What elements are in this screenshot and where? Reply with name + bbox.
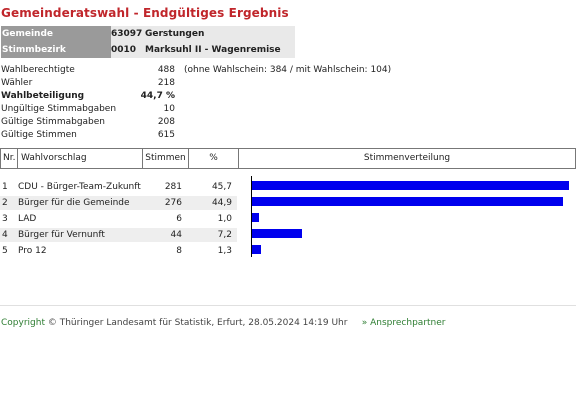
row-prozent: 7,2 xyxy=(217,230,232,240)
footer-divider xyxy=(0,305,576,306)
stimmenverteilung-chart xyxy=(251,176,574,257)
chart-bar xyxy=(252,197,563,206)
stimmbezirk-label: Stimmbezirk xyxy=(1,42,112,58)
stat-value: 488 xyxy=(157,65,175,75)
row-nr: 3 xyxy=(2,214,8,224)
results-table-header: Nr. Wahlvorschlag Stimmen % Stimmenverte… xyxy=(0,148,576,169)
stimmbezirk-value: 0010 Marksuhl II - Wagenremise xyxy=(111,42,295,58)
row-nr: 2 xyxy=(2,198,8,208)
stimmbezirk-code: 0010 xyxy=(111,45,137,55)
stat-wahlberechtigte: Wahlberechtigte 488 (ohne Wahlschein: 38… xyxy=(1,64,401,76)
gemeinde-value: 63097 Gerstungen xyxy=(111,26,295,42)
row-prozent: 45,7 xyxy=(211,182,232,192)
row-stimmen: 44 xyxy=(170,230,182,240)
stat-gueltige-stimmabgaben: Gültige Stimmabgaben 208 xyxy=(1,116,401,128)
stat-label: Wähler xyxy=(1,78,33,88)
row-nr: 1 xyxy=(2,182,8,192)
row-stimmen: 276 xyxy=(164,198,182,208)
column-header-stimmenverteilung: Stimmenverteilung xyxy=(363,153,451,163)
table-row: 3 LAD 6 1,0 xyxy=(0,212,237,226)
stat-ungueltige-stimmabgaben: Ungültige Stimmabgaben 10 xyxy=(1,103,401,115)
stat-value: 208 xyxy=(157,117,175,127)
column-header-nr: Nr. xyxy=(1,149,18,168)
copyright-text: © Thüringer Landesamt für Statistik, Erf… xyxy=(47,318,348,328)
stat-waehler: Wähler 218 xyxy=(1,77,401,89)
row-name: Pro 12 xyxy=(18,246,47,256)
table-row: 2 Bürger für die Gemeinde 276 44,9 xyxy=(0,196,237,210)
stat-value: 218 xyxy=(157,78,175,88)
stat-value: 10 xyxy=(163,104,175,114)
stat-value: 44,7 % xyxy=(140,91,175,101)
row-name: Bürger für die Gemeinde xyxy=(18,198,130,208)
stat-label: Wahlbeteiligung xyxy=(1,91,85,101)
table-row: 1 CDU - Bürger-Team-Zukunft 281 45,7 xyxy=(0,180,237,194)
stat-label: Ungültige Stimmabgaben xyxy=(1,104,117,114)
stat-label: Gültige Stimmen xyxy=(1,130,77,140)
row-prozent: 44,9 xyxy=(211,198,232,208)
stimmbezirk-row: Stimmbezirk 0010 Marksuhl II - Wagenremi… xyxy=(1,42,295,58)
stat-value: 615 xyxy=(157,130,175,140)
stat-label: Wahlberechtigte xyxy=(1,65,75,75)
column-header-stimmen: Stimmen xyxy=(143,149,189,168)
stat-wahlbeteiligung: Wahlbeteiligung 44,7 % xyxy=(1,90,401,102)
chart-bar xyxy=(252,229,302,238)
row-stimmen: 281 xyxy=(164,182,182,192)
ansprechpartner-link[interactable]: » Ansprechpartner xyxy=(361,318,446,328)
stat-note: (ohne Wahlschein: 384 / mit Wahlschein: … xyxy=(184,65,392,75)
chart-bar xyxy=(252,213,259,222)
stat-label: Gültige Stimmabgaben xyxy=(1,117,106,127)
row-stimmen: 6 xyxy=(176,214,182,224)
chart-bar xyxy=(252,181,569,190)
row-nr: 5 xyxy=(2,246,8,256)
row-stimmen: 8 xyxy=(176,246,182,256)
chart-bar xyxy=(252,245,261,254)
footer: Copyright © Thüringer Landesamt für Stat… xyxy=(1,318,446,328)
row-name: Bürger für Vernunft xyxy=(18,230,105,240)
row-name: LAD xyxy=(18,214,37,224)
row-nr: 4 xyxy=(2,230,8,240)
table-row: 5 Pro 12 8 1,3 xyxy=(0,244,237,258)
copyright-link[interactable]: Copyright xyxy=(1,318,45,328)
gemeinde-row: Gemeinde 63097 Gerstungen xyxy=(1,26,295,42)
table-row: 4 Bürger für Vernunft 44 7,2 xyxy=(0,228,237,242)
stimmbezirk-name: Marksuhl II - Wagenremise xyxy=(145,45,281,55)
column-header-prozent: % xyxy=(189,149,239,168)
gemeinde-label: Gemeinde xyxy=(1,26,112,42)
page-title: Gemeinderatswahl - Endgültiges Ergebnis xyxy=(1,6,289,20)
column-header-wahlvorschlag: Wahlvorschlag xyxy=(18,149,143,168)
row-prozent: 1,3 xyxy=(217,246,232,256)
row-name: CDU - Bürger-Team-Zukunft xyxy=(18,182,141,192)
row-prozent: 1,0 xyxy=(217,214,232,224)
stat-gueltige-stimmen: Gültige Stimmen 615 xyxy=(1,129,401,141)
gemeinde-code: 63097 xyxy=(111,29,143,39)
gemeinde-name: Gerstungen xyxy=(145,29,205,39)
